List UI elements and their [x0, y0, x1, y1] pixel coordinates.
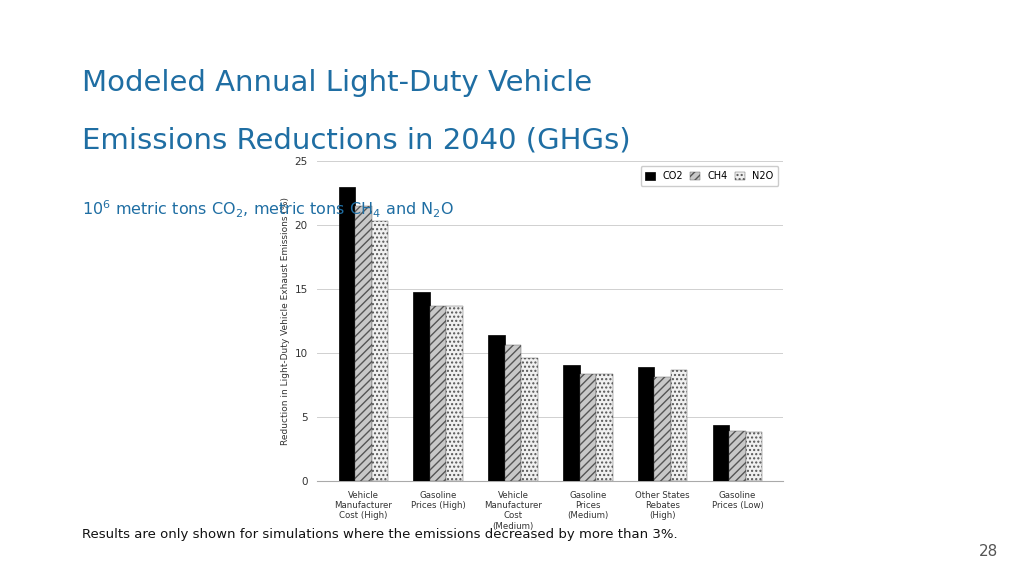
Text: Modeled Annual Light-Duty Vehicle: Modeled Annual Light-Duty Vehicle	[82, 69, 592, 97]
Bar	[745, 433, 762, 481]
Text: $10^6$ metric tons CO$_2$, metric tons CH$_4$ and N$_2$O: $10^6$ metric tons CO$_2$, metric tons C…	[82, 199, 454, 220]
Bar	[563, 365, 580, 481]
Y-axis label: Reduction in Light-Duty Vehicle Exhaust Emissions (%): Reduction in Light-Duty Vehicle Exhaust …	[282, 197, 290, 445]
Bar	[654, 377, 671, 481]
Bar	[446, 306, 463, 481]
Bar	[430, 306, 446, 481]
Bar	[596, 374, 612, 481]
Bar	[580, 374, 596, 481]
Bar	[414, 291, 430, 481]
Text: Emissions Reductions in 2040 (GHGs): Emissions Reductions in 2040 (GHGs)	[82, 127, 631, 155]
Bar	[638, 367, 654, 481]
Legend: CO2, CH4, N2O: CO2, CH4, N2O	[641, 166, 778, 186]
Bar	[713, 425, 729, 481]
Bar	[339, 187, 355, 481]
Bar	[521, 358, 538, 481]
Text: 28: 28	[979, 544, 998, 559]
Text: Results are only shown for simulations where the emissions decreased by more tha: Results are only shown for simulations w…	[82, 528, 678, 541]
Bar	[372, 221, 388, 481]
Bar	[488, 335, 505, 481]
Bar	[729, 431, 745, 481]
Bar	[671, 370, 687, 481]
Bar	[505, 346, 521, 481]
Bar	[355, 206, 372, 481]
